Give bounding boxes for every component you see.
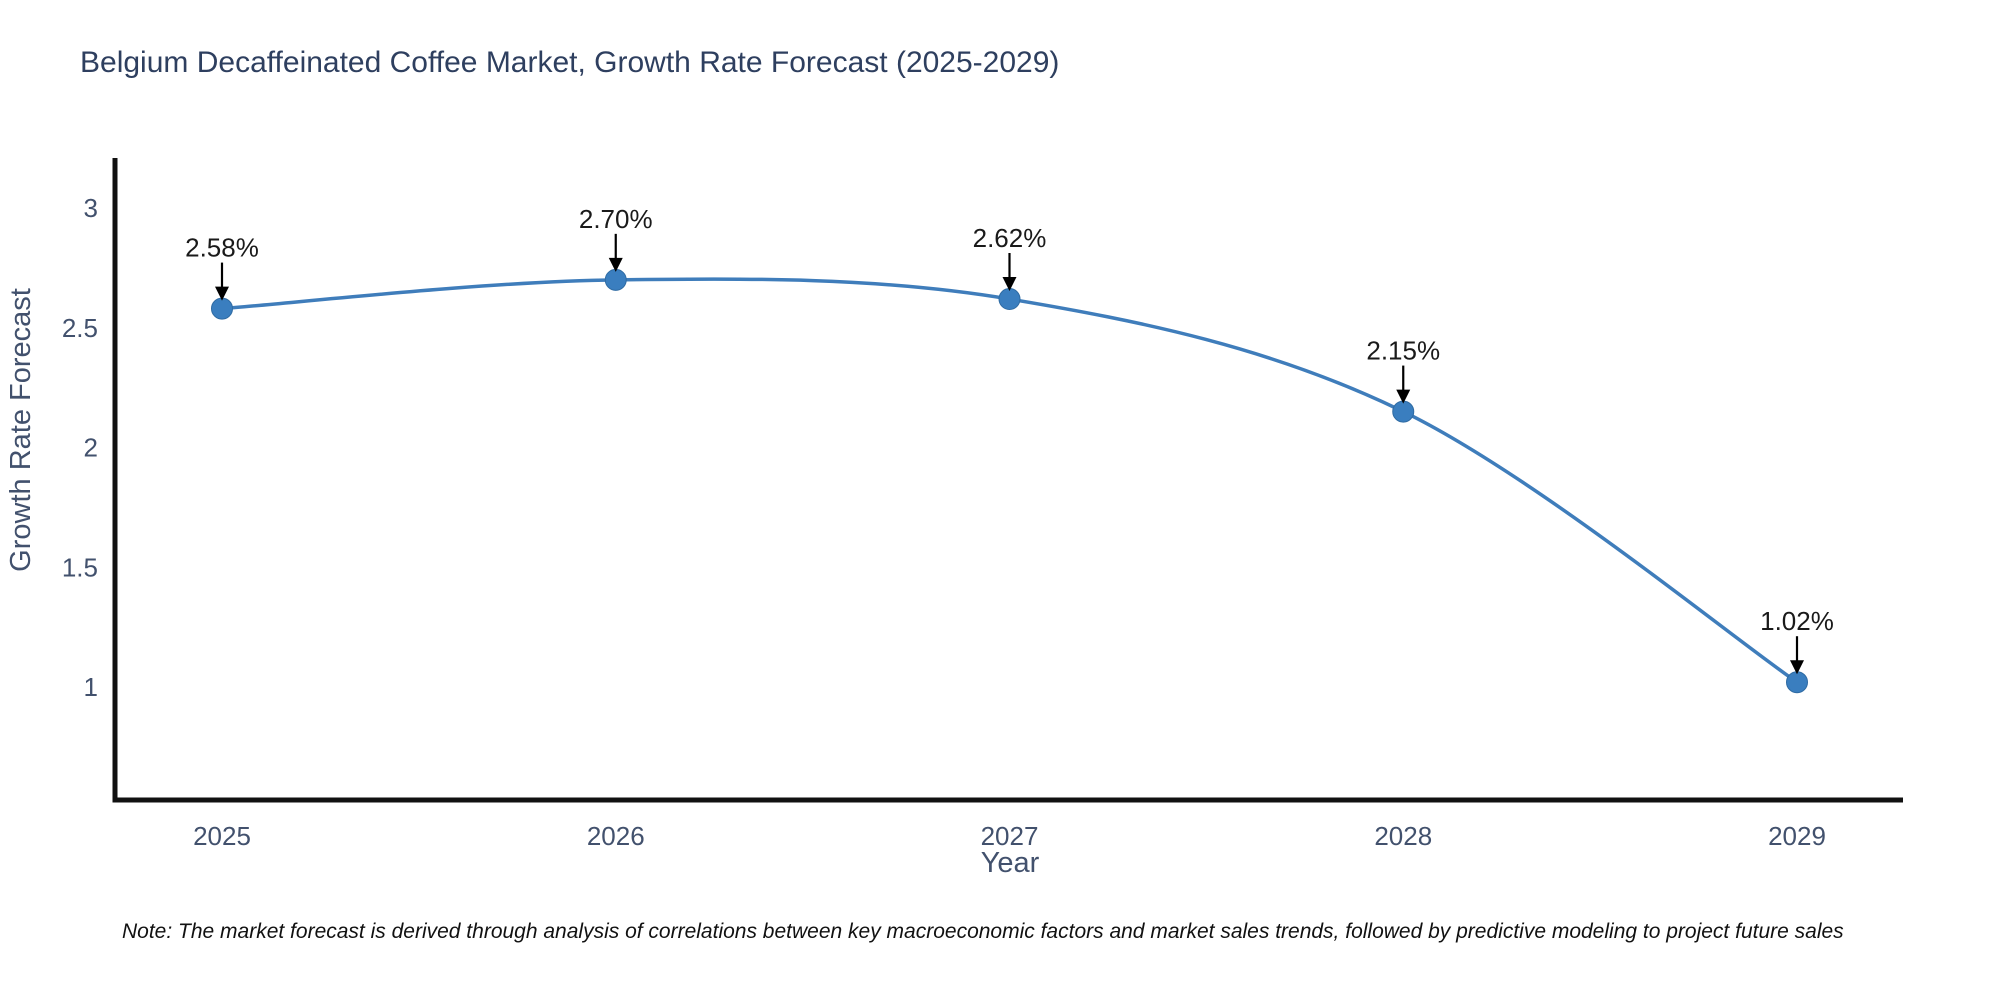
data-point-marker bbox=[998, 288, 1021, 311]
data-point-label: 2.62% bbox=[973, 223, 1047, 253]
annotation-arrowhead-icon bbox=[1396, 389, 1411, 404]
data-point-annotations: 2.58% 2.70% 2.62% 2.15% 1.02% bbox=[185, 204, 1834, 675]
data-point-label: 2.70% bbox=[579, 204, 653, 234]
data-point-marker bbox=[1392, 400, 1415, 423]
data-point-markers bbox=[211, 268, 1808, 694]
y-tick-label: 3 bbox=[84, 193, 98, 223]
data-point-marker bbox=[211, 297, 233, 320]
trend-line bbox=[220, 277, 1799, 684]
x-tick-label: 2027 bbox=[981, 821, 1039, 851]
data-point-marker bbox=[1786, 671, 1808, 694]
x-axis-tick-labels: 2025 2026 2027 2028 2029 bbox=[193, 821, 1826, 851]
data-point-marker bbox=[604, 268, 627, 291]
data-point-label: 2.58% bbox=[185, 233, 259, 263]
x-tick-label: 2025 bbox=[193, 821, 251, 851]
data-point-label: 1.02% bbox=[1760, 606, 1834, 636]
y-tick-label: 2.5 bbox=[62, 313, 98, 343]
y-axis-title: Growth Rate Forecast bbox=[5, 288, 37, 572]
axes bbox=[112, 158, 1903, 803]
x-tick-label: 2026 bbox=[587, 821, 645, 851]
y-tick-label: 1 bbox=[84, 672, 98, 702]
x-tick-label: 2028 bbox=[1374, 821, 1432, 851]
y-tick-label: 1.5 bbox=[62, 552, 98, 582]
data-point-label: 2.15% bbox=[1366, 336, 1440, 366]
annotation-arrowhead-icon bbox=[215, 286, 229, 301]
x-axis-title: Year bbox=[981, 847, 1040, 879]
annotation-arrowhead-icon bbox=[1002, 277, 1017, 292]
y-axis-tick-labels: 3 2.5 2 1.5 1 bbox=[62, 193, 98, 702]
chart-title: Belgium Decaffeinated Coffee Market, Gro… bbox=[80, 46, 1059, 79]
annotation-arrowhead-icon bbox=[1790, 660, 1804, 675]
annotation-arrowhead-icon bbox=[608, 257, 623, 272]
footnote: Note: The market forecast is derived thr… bbox=[122, 920, 1844, 943]
x-tick-label: 2029 bbox=[1768, 821, 1826, 851]
y-tick-label: 2 bbox=[84, 433, 98, 463]
